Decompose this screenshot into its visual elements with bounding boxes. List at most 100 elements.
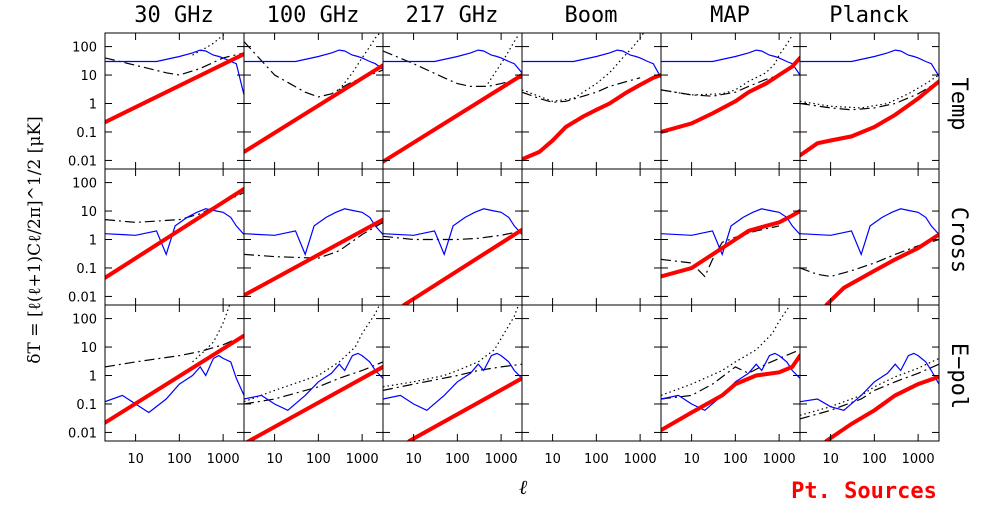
- panel-plot-area: [522, 33, 661, 162]
- noise-dashdot-line: [383, 50, 522, 87]
- point-sources-line: [661, 55, 800, 134]
- panel-plot-area: [661, 305, 800, 433]
- panel-plot-area: [244, 208, 383, 298]
- panel: 0.01 0.1 1 10 100: [68, 32, 245, 170]
- row-title: Temp: [946, 78, 971, 131]
- column-title: Boom: [565, 3, 618, 28]
- panel-plot-area: [661, 208, 800, 279]
- x-tick-label: 10: [405, 452, 422, 467]
- point-sources-line: [383, 73, 522, 164]
- row-title: Cross: [946, 207, 971, 273]
- x-tick-label: 100: [167, 452, 192, 467]
- cmb-line: [800, 352, 939, 411]
- noise-dotted-line: [338, 33, 380, 91]
- panel-plot-area: [661, 34, 800, 134]
- point-sources-line: [824, 232, 939, 305]
- panel-frame: [660, 32, 801, 170]
- panel: 0.01 0.1 1 10 100: [68, 168, 245, 306]
- panel-plot-area: [800, 352, 939, 441]
- y-tick-label: 0.1: [76, 398, 97, 413]
- noise-dotted-line: [522, 33, 645, 102]
- panel-frame: [382, 304, 523, 442]
- x-tick-label: 100: [723, 452, 748, 467]
- noise-dashdot-line: [383, 230, 522, 241]
- noise-dashdot-line: [383, 363, 522, 391]
- panel: [521, 168, 662, 306]
- cmb-line: [800, 49, 939, 77]
- x-tick-label: 100: [306, 452, 331, 467]
- panel: 10 100 1000: [382, 304, 523, 467]
- y-tick-label: 10: [80, 69, 97, 84]
- point-sources-line: [824, 374, 939, 441]
- noise-dashdot-line: [105, 191, 244, 224]
- y-tick-label: 10: [80, 341, 97, 356]
- x-tick-label: 1000: [763, 452, 796, 467]
- x-tick-label: 100: [862, 452, 887, 467]
- column-titles: 30 GHz 100 GHz 217 GHz Boom MAP Planck: [134, 3, 908, 28]
- noise-dotted-line: [192, 33, 227, 56]
- noise-dotted-line: [383, 305, 520, 388]
- cmb-line: [661, 208, 800, 257]
- x-tick-label: 1000: [207, 452, 240, 467]
- point-sources-line: [407, 376, 522, 441]
- panel-plot-area: [800, 208, 939, 305]
- panel: [243, 168, 384, 306]
- y-tick-label: 1: [89, 370, 97, 385]
- panel-frame: [660, 168, 801, 306]
- cmb-line: [383, 208, 522, 257]
- panel: 10 100 1000: [660, 304, 801, 467]
- y-tick-label: 100: [72, 41, 97, 56]
- panel-plot-area: [105, 305, 244, 425]
- noise-dotted-line: [800, 74, 939, 109]
- panel-frame: [799, 32, 940, 170]
- x-tick-label: 10: [127, 452, 144, 467]
- column-title: 217 GHz: [406, 3, 499, 28]
- panel-frame: [521, 304, 662, 442]
- noise-dashdot-line: [244, 361, 383, 405]
- x-tick-label: 1000: [346, 452, 379, 467]
- panel: [799, 32, 940, 170]
- panel-plot-area: [383, 34, 522, 164]
- x-tick-label: 1000: [902, 452, 935, 467]
- cmb-line: [105, 354, 244, 414]
- x-tick-label: 10: [544, 452, 561, 467]
- panel-plot-area: [800, 49, 939, 158]
- cmb-line: [244, 352, 383, 412]
- cmb-line: [244, 208, 383, 257]
- column-title: MAP: [710, 3, 750, 28]
- y-tick-label: 0.1: [76, 262, 97, 277]
- noise-dotted-line: [192, 305, 231, 363]
- y-tick-label: 0.01: [68, 154, 97, 169]
- column-title: Planck: [829, 3, 908, 28]
- panel-frame: [104, 168, 245, 306]
- panel: 10 100 1000 0.01 0.1 1 10 100: [68, 304, 245, 467]
- point-sources-line: [661, 353, 800, 433]
- panel-frame: [243, 32, 384, 170]
- point-sources-line: [244, 217, 383, 298]
- y-tick-label: 0.1: [76, 126, 97, 141]
- panel-plot-area: [383, 208, 522, 305]
- y-tick-label: 0.01: [68, 290, 97, 305]
- noise-dotted-line: [661, 34, 793, 96]
- legend-pt-sources: Pt. Sources: [791, 479, 937, 504]
- point-sources-line: [800, 79, 939, 158]
- panel: [521, 32, 662, 170]
- point-sources-line: [105, 186, 244, 280]
- cmb-line: [522, 49, 661, 79]
- noise-dashdot-line: [244, 41, 383, 98]
- point-sources-line: [401, 227, 522, 305]
- panel-frame: [104, 32, 245, 170]
- panel: [243, 32, 384, 170]
- y-axis-label: δT = [ℓ(ℓ+1)Cℓ/2π]^1/2 [μK]: [25, 116, 45, 363]
- point-sources-line: [105, 333, 244, 425]
- point-sources-line: [244, 364, 383, 441]
- point-sources-line: [522, 73, 661, 162]
- x-tick-label: 1000: [624, 452, 657, 467]
- x-tick-label: 100: [584, 452, 609, 467]
- row-titles: Temp Cross E−pol: [946, 78, 971, 410]
- panel-frame: [799, 304, 940, 442]
- x-tick-label: 100: [445, 452, 470, 467]
- panel: [382, 168, 523, 306]
